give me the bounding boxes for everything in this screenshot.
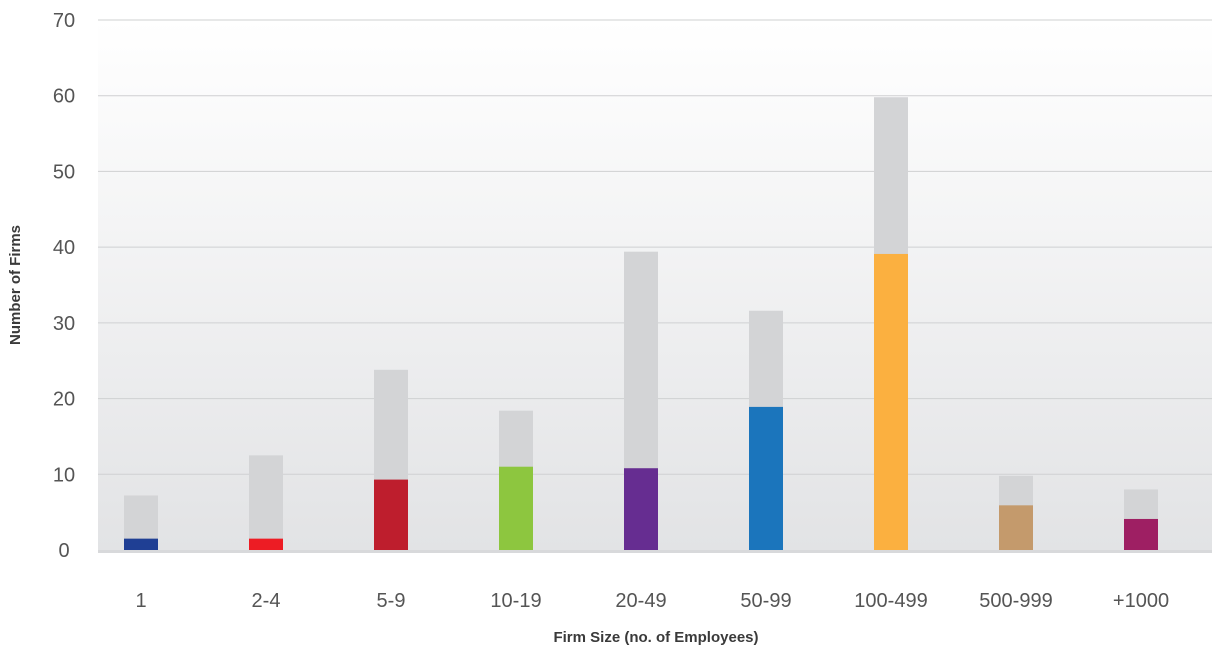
y-axis-title: Number of Firms	[7, 225, 24, 345]
y-tick-label: 10	[53, 464, 75, 486]
y-tick-label: 40	[53, 237, 75, 259]
y-tick-label: 50	[53, 161, 75, 183]
bar-highlight	[249, 538, 283, 550]
x-tick-label: 500-999	[979, 590, 1052, 612]
y-tick-label: 0	[58, 540, 69, 562]
bar-highlight	[1124, 518, 1158, 550]
bar-highlight	[874, 253, 908, 550]
bar-highlight	[124, 538, 158, 550]
y-tick-label: 70	[53, 10, 75, 32]
bars	[124, 97, 1158, 550]
bar-total	[249, 455, 283, 550]
x-tick-label: 2-4	[252, 590, 281, 612]
bar-highlight	[999, 505, 1033, 550]
baseline	[98, 550, 1212, 553]
x-tick-label: 20-49	[615, 590, 666, 612]
x-tick-label: 1	[135, 590, 146, 612]
x-tick-label: 10-19	[490, 590, 541, 612]
x-tick-label: 50-99	[740, 590, 791, 612]
bar-highlight	[624, 468, 658, 550]
y-tick-label: 60	[53, 86, 75, 108]
x-tick-label: 100-499	[854, 590, 927, 612]
bar-highlight	[499, 466, 533, 550]
axis-labels: 0 10 20 30 40 50 60 70 1 2-4 5-9 10-19 20-49 50-99 100…	[53, 10, 1169, 612]
y-tick-label: 30	[53, 313, 75, 335]
bar-highlight	[374, 479, 408, 550]
x-tick-label: +1000	[1113, 590, 1169, 612]
x-axis-title: Firm Size (no. of Employees)	[553, 629, 758, 646]
bar-highlight	[749, 406, 783, 550]
y-tick-label: 20	[53, 389, 75, 411]
x-tick-label: 5-9	[377, 590, 406, 612]
